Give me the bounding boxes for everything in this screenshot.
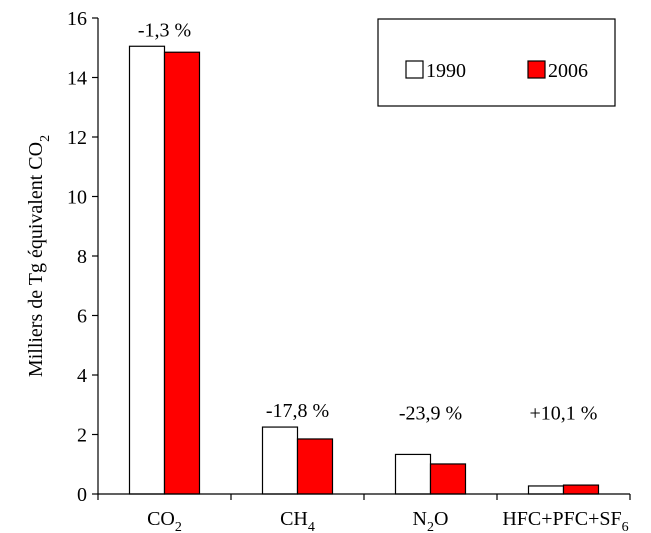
y-tick-label: 2 xyxy=(77,425,87,447)
bar-2006-CH4 xyxy=(296,438,334,495)
bar-annotation: +10,1 % xyxy=(530,403,598,425)
bar-2006-CO2 xyxy=(163,51,201,495)
x-axis-categories: CO2 CH4 N2O HFC+PFC+SF6 xyxy=(97,494,631,533)
bar-2006-HFC+PFC+SF6 xyxy=(562,484,600,495)
y-tick-label: 10 xyxy=(67,187,87,209)
bar-1990-CH4 xyxy=(261,426,299,495)
y-tick-label: 4 xyxy=(77,365,87,387)
legend-label-1990: 1990 xyxy=(426,60,466,82)
bars xyxy=(128,45,600,495)
bar-annotation: -23,9 % xyxy=(399,403,462,425)
x-category-label: CH4 xyxy=(280,508,315,533)
y-axis-label: Milliers de Tg équivalent CO2 xyxy=(25,135,53,377)
bar-2006-N2O xyxy=(429,463,467,495)
legend-swatch-2006 xyxy=(527,60,546,79)
bar-annotation: -1,3 % xyxy=(138,19,191,41)
y-tick-label: 14 xyxy=(67,68,87,90)
legend-label-2006: 2006 xyxy=(548,60,588,82)
y-axis-ticks: 0 2 4 6 8 10 12 14 16 xyxy=(67,8,98,506)
x-category-label: HFC+PFC+SF6 xyxy=(502,508,628,533)
y-tick-label: 12 xyxy=(67,127,87,149)
y-tick-label: 16 xyxy=(67,8,87,30)
y-tick-label: 0 xyxy=(77,484,87,506)
x-category-label: N2O xyxy=(413,508,449,533)
legend: 1990 2006 xyxy=(377,18,616,107)
bar-1990-HFC+PFC+SF6 xyxy=(527,485,565,495)
x-category-label: CO2 xyxy=(147,508,182,533)
y-tick-label: 6 xyxy=(77,306,87,328)
bar-annotation: -17,8 % xyxy=(266,400,329,422)
y-tick-label: 8 xyxy=(77,246,87,268)
bar-1990-N2O xyxy=(394,453,432,495)
legend-swatch-1990 xyxy=(405,60,424,79)
bar-1990-CO2 xyxy=(128,45,166,495)
annotations: -1,3 % -17,8 % -23,9 % +10,1 % xyxy=(138,19,598,424)
